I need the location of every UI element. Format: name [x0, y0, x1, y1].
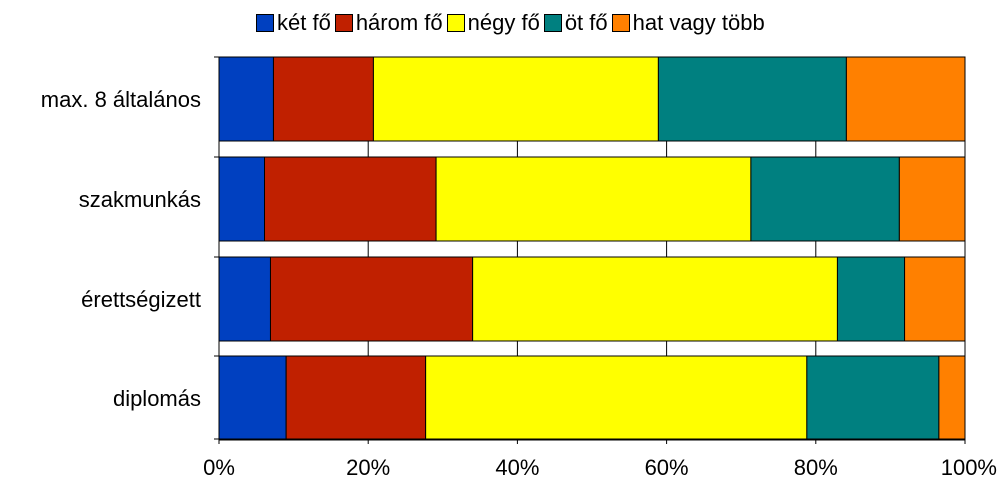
bar-segment-4-5 [938, 355, 966, 441]
bar-segment-4-1 [218, 355, 287, 441]
bar-segment-4-4 [806, 355, 940, 441]
legend-label-3: négy fő [467, 10, 540, 35]
category-label-3: érettségizett [81, 287, 201, 312]
category-label-4: diplomás [113, 386, 201, 411]
bar-segment-4-3 [425, 355, 808, 441]
axes [214, 56, 965, 440]
bar-segment-4-2 [285, 355, 427, 441]
bar-segment-1-5 [845, 56, 966, 142]
legend-swatch-3 [446, 14, 465, 32]
legend-item-2: három fő [334, 10, 443, 36]
bar-segment-2-5 [898, 156, 966, 242]
legend-swatch-5 [611, 14, 630, 32]
legend-swatch-2 [334, 14, 353, 32]
legend-item-5: hat vagy több [611, 10, 765, 36]
legend: két fő három fő négy fő öt fő hat vagy több [256, 9, 769, 37]
bar-segment-1-4 [657, 56, 847, 142]
legend-label-1: két fő [277, 10, 331, 35]
legend-item-1: két fő [256, 10, 331, 36]
bar-segment-1-3 [372, 56, 659, 142]
bar-segment-3-4 [836, 256, 906, 342]
legend-swatch-1 [256, 14, 274, 32]
legend-label-4: öt fő [564, 10, 608, 35]
bar-segment-3-5 [904, 256, 966, 342]
bar-segment-2-4 [750, 156, 900, 242]
bar-segment-1-2 [272, 56, 374, 142]
bar-segment-2-1 [218, 156, 266, 242]
legend-swatch-4 [543, 14, 562, 32]
category-label-2: szakmunkás [79, 187, 201, 212]
bar-segment-3-1 [218, 256, 271, 342]
x-tick-label-0: 0% [203, 455, 235, 480]
x-tick-label-20: 20% [346, 455, 390, 480]
category-label-1: max. 8 általános [41, 87, 201, 112]
x-tick-label-80: 80% [794, 455, 838, 480]
x-tick-label-60: 60% [645, 455, 689, 480]
x-tick-labels: 0% 20% 40% 60% 80% 100% [203, 455, 997, 480]
bar-segment-3-3 [472, 256, 838, 342]
legend-item-4: öt fő [543, 10, 608, 36]
bar-segment-3-2 [269, 256, 474, 342]
legend-label-5: hat vagy több [632, 10, 765, 35]
bar-segment-2-3 [435, 156, 752, 242]
legend-item-3: négy fő [446, 10, 540, 36]
bars [218, 56, 966, 441]
category-labels: max. 8 általános szakmunkás érettségizett d… [41, 87, 201, 411]
x-tick-label-40: 40% [495, 455, 539, 480]
bar-segment-2-2 [264, 156, 437, 242]
x-tick-label-100: 100% [941, 455, 997, 480]
legend-label-2: három fő [355, 10, 443, 35]
bar-segment-1-1 [218, 56, 274, 142]
